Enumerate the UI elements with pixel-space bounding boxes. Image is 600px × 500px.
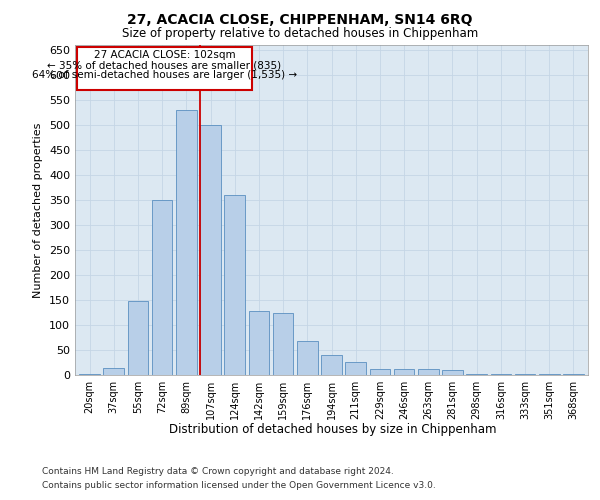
Bar bbox=[224, 195, 245, 375]
Bar bbox=[563, 374, 584, 375]
Bar bbox=[103, 368, 124, 375]
Y-axis label: Number of detached properties: Number of detached properties bbox=[34, 122, 43, 298]
Bar bbox=[273, 312, 293, 375]
Text: 27, ACACIA CLOSE, CHIPPENHAM, SN14 6RQ: 27, ACACIA CLOSE, CHIPPENHAM, SN14 6RQ bbox=[127, 12, 473, 26]
Text: 64% of semi-detached houses are larger (1,535) →: 64% of semi-detached houses are larger (… bbox=[32, 70, 297, 81]
Text: Contains public sector information licensed under the Open Government Licence v3: Contains public sector information licen… bbox=[42, 481, 436, 490]
Bar bbox=[418, 368, 439, 375]
Bar bbox=[466, 374, 487, 375]
Text: 27 ACACIA CLOSE: 102sqm: 27 ACACIA CLOSE: 102sqm bbox=[94, 50, 235, 59]
Text: Contains HM Land Registry data © Crown copyright and database right 2024.: Contains HM Land Registry data © Crown c… bbox=[42, 468, 394, 476]
Bar bbox=[200, 125, 221, 375]
Bar bbox=[248, 311, 269, 375]
Text: Size of property relative to detached houses in Chippenham: Size of property relative to detached ho… bbox=[122, 28, 478, 40]
Bar bbox=[442, 370, 463, 375]
Bar bbox=[491, 374, 511, 375]
Bar bbox=[321, 355, 342, 375]
Bar bbox=[515, 374, 535, 375]
Text: Distribution of detached houses by size in Chippenham: Distribution of detached houses by size … bbox=[169, 422, 497, 436]
Bar bbox=[539, 374, 560, 375]
Bar bbox=[79, 374, 100, 375]
Bar bbox=[394, 368, 415, 375]
Bar bbox=[346, 362, 366, 375]
Text: ← 35% of detached houses are smaller (835): ← 35% of detached houses are smaller (83… bbox=[47, 60, 281, 70]
Bar bbox=[297, 341, 317, 375]
Bar bbox=[152, 200, 172, 375]
Bar bbox=[370, 368, 390, 375]
Bar bbox=[128, 301, 148, 375]
Bar bbox=[176, 110, 197, 375]
FancyBboxPatch shape bbox=[77, 47, 251, 90]
